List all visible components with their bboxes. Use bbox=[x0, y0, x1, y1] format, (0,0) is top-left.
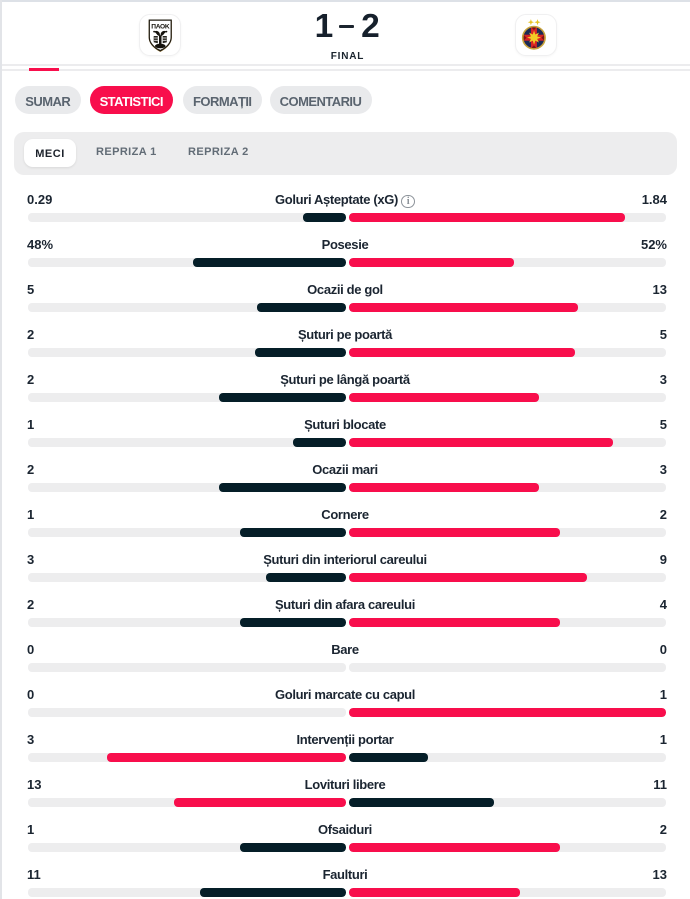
svg-text:ΠΑΟΚ: ΠΑΟΚ bbox=[151, 23, 170, 30]
